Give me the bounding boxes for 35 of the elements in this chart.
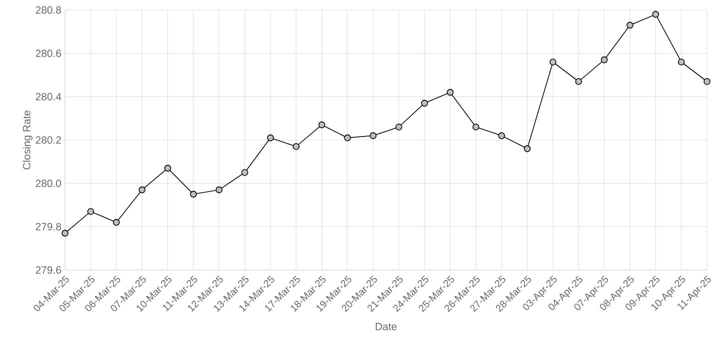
point xyxy=(241,169,248,176)
point xyxy=(138,186,146,194)
point xyxy=(112,218,120,226)
point xyxy=(344,134,351,142)
point xyxy=(626,22,634,29)
point xyxy=(446,88,454,96)
y-axis-title: Closing Rate xyxy=(22,110,32,170)
y-tick-label: 279.8 xyxy=(36,222,62,230)
point xyxy=(395,124,402,130)
y-tick-label: 280.0 xyxy=(36,180,62,188)
point xyxy=(498,132,505,140)
point xyxy=(216,186,222,194)
x-axis-title: Date xyxy=(376,322,397,330)
point xyxy=(524,145,531,152)
y-tick-label: 280.6 xyxy=(36,50,62,58)
point xyxy=(164,164,172,172)
y-tick-label: 280.4 xyxy=(36,92,62,100)
point xyxy=(267,134,274,142)
point xyxy=(421,100,428,107)
y-tick-label: 279.6 xyxy=(36,266,62,274)
point xyxy=(704,78,710,85)
point xyxy=(678,58,685,66)
point xyxy=(652,10,660,18)
y-tick-label: 280.8 xyxy=(36,6,62,14)
point xyxy=(600,56,608,64)
point xyxy=(575,78,582,85)
point xyxy=(370,132,377,140)
point xyxy=(62,230,68,237)
point xyxy=(190,190,197,198)
point xyxy=(87,208,94,215)
point xyxy=(318,121,326,128)
point xyxy=(550,58,556,66)
point xyxy=(292,143,300,150)
y-tick-label: 280.2 xyxy=(36,136,61,144)
point xyxy=(472,124,480,130)
